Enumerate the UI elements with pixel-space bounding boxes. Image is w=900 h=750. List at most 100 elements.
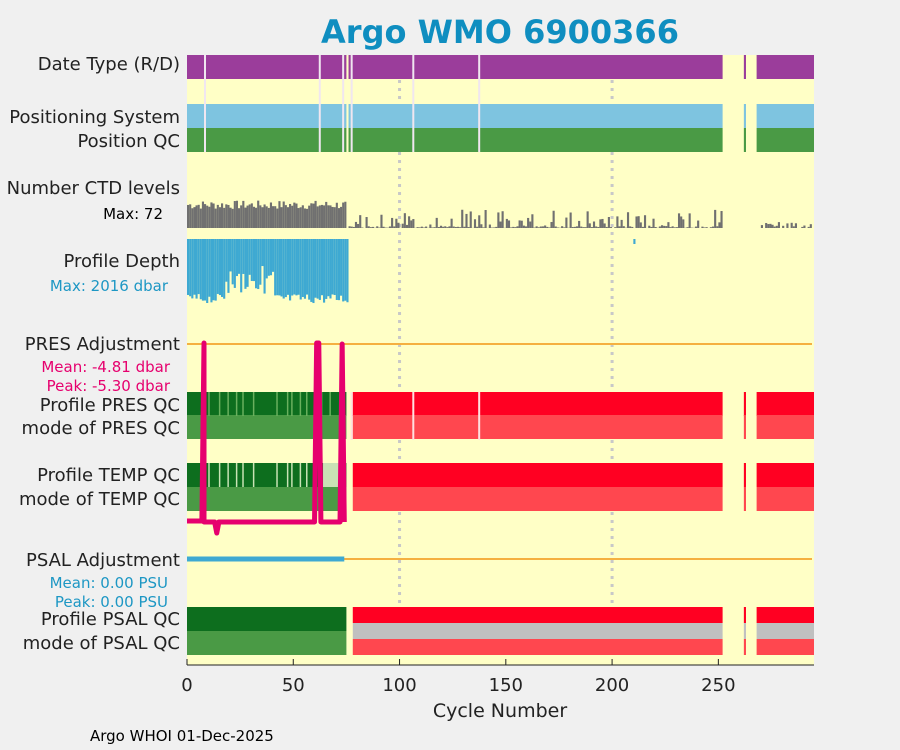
ctd-bar bbox=[541, 226, 545, 228]
ctd-bar bbox=[361, 227, 364, 228]
ctd-bar bbox=[505, 218, 508, 228]
ctd-bar bbox=[499, 221, 502, 228]
ctd-bar bbox=[408, 216, 411, 228]
qc-stripe bbox=[242, 463, 244, 487]
ctd-bar bbox=[352, 226, 355, 228]
depth-bar bbox=[293, 239, 296, 295]
ctd-bar bbox=[342, 202, 345, 228]
ctd-bar bbox=[652, 218, 655, 228]
depth-bar bbox=[199, 239, 202, 300]
depth-bar bbox=[257, 239, 260, 290]
ctd-bar bbox=[550, 221, 553, 228]
ctd-bar bbox=[514, 227, 517, 228]
position-qc-band bbox=[756, 128, 814, 152]
depth-bar bbox=[274, 239, 277, 296]
ctd-bar bbox=[665, 226, 668, 228]
depth-bar bbox=[316, 239, 319, 299]
qc-stripe bbox=[208, 392, 210, 416]
depth-bar bbox=[267, 239, 270, 276]
ctd-bar bbox=[454, 226, 457, 228]
ctd-bar bbox=[350, 226, 353, 228]
ctd-bar bbox=[667, 222, 670, 228]
ctd-bar bbox=[446, 227, 449, 228]
ctd-bar bbox=[765, 223, 768, 228]
ctd-bar bbox=[344, 201, 347, 228]
psal-profile-bad-band bbox=[352, 607, 723, 623]
ctd-bar bbox=[554, 226, 557, 228]
label-profile-depth: Profile Depth bbox=[63, 251, 180, 272]
depth-bar bbox=[242, 239, 245, 274]
ctd-bar bbox=[410, 220, 413, 228]
ctd-bar bbox=[648, 225, 651, 228]
psal-grey-band bbox=[352, 623, 723, 639]
ctd-bar bbox=[422, 227, 426, 228]
depth-bar bbox=[246, 239, 249, 287]
ctd-bar bbox=[278, 201, 281, 228]
psal-mode-bad-band bbox=[756, 639, 814, 655]
label-depth-max: Max: 2016 dbar bbox=[50, 277, 169, 295]
depth-bar bbox=[223, 239, 226, 299]
ctd-bar bbox=[306, 208, 309, 228]
ctd-bar bbox=[195, 205, 198, 228]
depth-bar bbox=[291, 239, 294, 296]
temp-mode-bad-band bbox=[352, 487, 723, 511]
ctd-bar bbox=[382, 226, 385, 228]
ctd-bar bbox=[565, 217, 568, 228]
depth-bar bbox=[216, 239, 219, 294]
ctd-bar bbox=[340, 206, 343, 228]
ctd-bar bbox=[584, 227, 587, 228]
ctd-bar bbox=[357, 223, 360, 228]
temp-mode-bad-band bbox=[756, 487, 814, 511]
depth-bar bbox=[191, 239, 194, 299]
cycle-divider bbox=[412, 55, 415, 152]
ctd-bar bbox=[792, 226, 795, 228]
ctd-bar bbox=[467, 227, 470, 228]
ctd-bar bbox=[548, 227, 551, 228]
ctd-bar bbox=[218, 207, 222, 228]
psal-profile-band bbox=[187, 607, 347, 631]
ctd-bar bbox=[654, 227, 657, 228]
ctd-bar bbox=[488, 224, 491, 228]
psal-mode-bad-band bbox=[743, 639, 746, 655]
x-tick-label: 150 bbox=[489, 675, 523, 696]
depth-bar bbox=[633, 239, 636, 244]
depth-bar bbox=[299, 239, 302, 300]
ctd-bar bbox=[244, 207, 247, 228]
ctd-bar bbox=[420, 226, 423, 228]
ctd-bar bbox=[478, 215, 481, 228]
ctd-bar bbox=[643, 215, 647, 228]
x-tick-label: 50 bbox=[282, 675, 305, 696]
ctd-bar bbox=[265, 206, 268, 228]
qc-stripe bbox=[227, 463, 229, 487]
cycle-divider bbox=[478, 392, 481, 440]
ctd-bar bbox=[442, 226, 445, 228]
depth-bar bbox=[238, 239, 241, 274]
qc-stripe bbox=[208, 463, 210, 487]
depth-bar bbox=[306, 239, 309, 295]
ctd-bar bbox=[395, 218, 398, 228]
ctd-bar bbox=[284, 205, 287, 228]
depth-bar bbox=[193, 239, 196, 295]
ctd-bar bbox=[261, 207, 264, 228]
ctd-bar bbox=[242, 200, 245, 228]
psal-grey-band bbox=[743, 623, 746, 639]
pres-profile-bad-band bbox=[743, 392, 746, 416]
ctd-bar bbox=[609, 227, 613, 228]
ctd-bar bbox=[212, 203, 215, 228]
date-type-band bbox=[348, 55, 723, 79]
depth-bar bbox=[325, 239, 328, 299]
depth-bar bbox=[265, 239, 268, 279]
ctd-bar bbox=[369, 227, 372, 228]
ctd-bar bbox=[501, 211, 504, 228]
ctd-bar bbox=[323, 205, 326, 228]
ctd-bar bbox=[429, 224, 432, 228]
qc-stripe bbox=[286, 463, 289, 487]
ctd-bar bbox=[214, 208, 217, 228]
ctd-bar bbox=[318, 205, 321, 228]
ctd-bar bbox=[365, 217, 368, 228]
depth-bar bbox=[320, 239, 324, 296]
ctd-bar bbox=[452, 226, 455, 228]
ctd-bar bbox=[444, 226, 447, 228]
ctd-bar bbox=[597, 226, 600, 228]
depth-bar bbox=[314, 239, 317, 298]
